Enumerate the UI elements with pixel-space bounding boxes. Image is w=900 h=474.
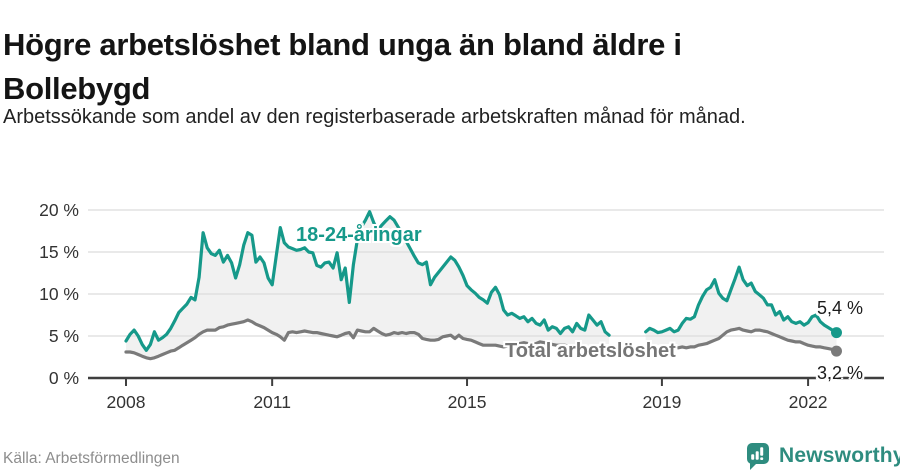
y-axis-label-10: 10 % bbox=[39, 284, 79, 304]
unemployment-line-chart: 0 % 5 % 10 % 15 % 20 % 2008 2011 2015 2019 2022 bbox=[39, 200, 884, 412]
between-series-band bbox=[645, 267, 837, 352]
series-end-dot-youth bbox=[831, 327, 842, 339]
title-line-1: Högre arbetslöshet bland unga än bland ä… bbox=[3, 26, 682, 62]
x-axis-label-2011: 2011 bbox=[253, 392, 291, 412]
x-axis-label-2019: 2019 bbox=[642, 392, 681, 412]
end-value-label-youth: 5,4 % bbox=[817, 298, 864, 318]
series-line-youth bbox=[124, 210, 839, 352]
series-label-total: Total arbetslöshet bbox=[505, 340, 676, 362]
newsworthy-logo: Newsworthy bbox=[744, 441, 900, 470]
x-axis-label-2022: 2022 bbox=[789, 392, 828, 412]
newsworthy-speech-bubble-barchart-icon bbox=[747, 443, 769, 470]
series-label-youth: 18-24-åringar bbox=[296, 224, 422, 246]
x-axis-label-2008: 2008 bbox=[107, 392, 146, 412]
x-axis-label-2015: 2015 bbox=[448, 392, 487, 412]
between-series-band bbox=[126, 211, 610, 359]
y-axis-label-15: 15 % bbox=[39, 242, 79, 262]
newsworthy-wordmark: Newsworthy bbox=[779, 443, 900, 467]
series-line-total bbox=[124, 318, 839, 361]
title-line-2: Bollebygd bbox=[3, 70, 151, 106]
end-value-label-total: 3,2 % bbox=[817, 363, 864, 383]
chart-subtitle: Arbetssökande som andel av den registerb… bbox=[3, 106, 746, 128]
series-end-dot-total bbox=[831, 345, 842, 357]
y-axis-label-0: 0 % bbox=[49, 368, 79, 388]
y-axis-label-20: 20 % bbox=[39, 200, 79, 220]
page-title: Högre arbetslöshet bland unga än bland ä… bbox=[3, 23, 883, 111]
source-attribution: Källa: Arbetsförmedlingen bbox=[3, 450, 180, 467]
y-axis-label-5: 5 % bbox=[49, 326, 79, 346]
